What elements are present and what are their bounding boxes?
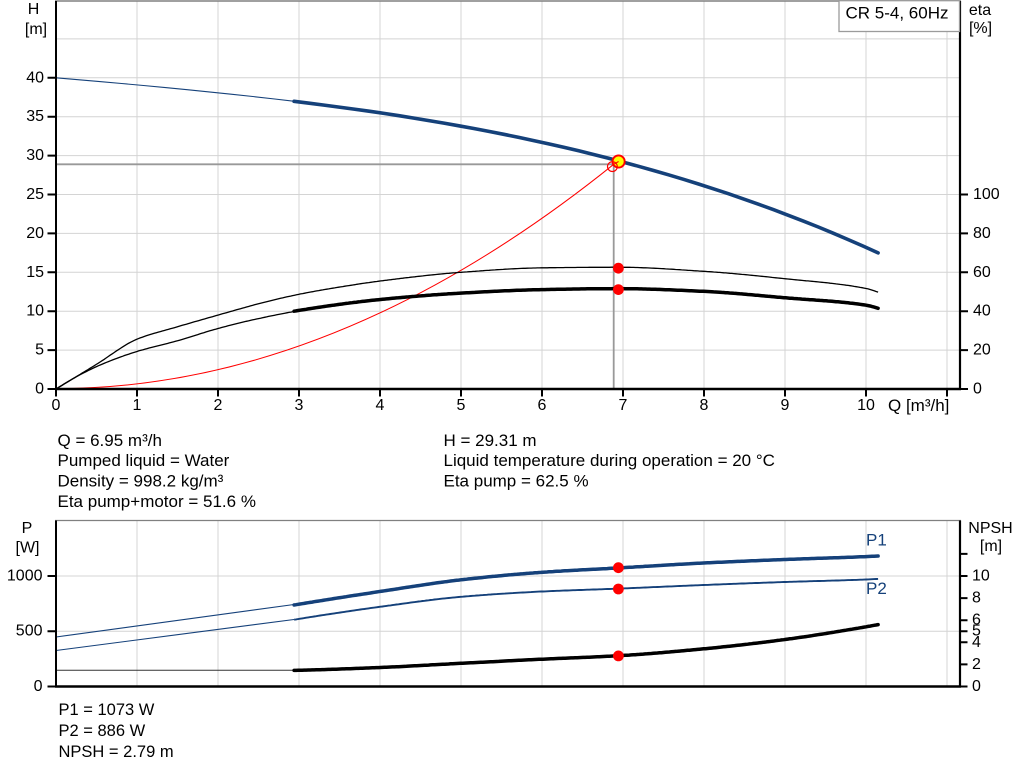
svg-text:P: P <box>22 520 33 537</box>
svg-text:8: 8 <box>700 397 709 414</box>
svg-text:15: 15 <box>26 264 44 281</box>
svg-text:4: 4 <box>376 397 385 414</box>
svg-text:8: 8 <box>972 590 981 607</box>
svg-text:20: 20 <box>973 342 991 359</box>
svg-text:10: 10 <box>857 397 875 414</box>
svg-text:P2: P2 <box>866 579 887 598</box>
svg-text:5: 5 <box>972 623 981 640</box>
svg-text:Eta pump = 62.5 %: Eta pump = 62.5 % <box>444 472 589 491</box>
svg-text:P2 = 886 W: P2 = 886 W <box>59 722 146 740</box>
svg-text:6: 6 <box>538 397 547 414</box>
svg-text:NPSH = 2.79 m: NPSH = 2.79 m <box>59 743 174 761</box>
svg-text:20: 20 <box>26 225 44 242</box>
svg-text:4: 4 <box>972 634 981 651</box>
svg-text:0: 0 <box>972 678 981 695</box>
svg-text:CR 5-4, 60Hz: CR 5-4, 60Hz <box>846 4 949 23</box>
svg-text:10: 10 <box>972 568 990 585</box>
svg-text:Q [m³/h]: Q [m³/h] <box>888 396 949 415</box>
svg-text:Density = 998.2 kg/m³: Density = 998.2 kg/m³ <box>58 472 224 491</box>
svg-text:0: 0 <box>973 381 982 398</box>
svg-text:1000: 1000 <box>7 568 43 585</box>
svg-text:H = 29.31 m: H = 29.31 m <box>444 431 537 450</box>
svg-text:[W]: [W] <box>16 540 40 557</box>
svg-text:80: 80 <box>973 225 991 242</box>
svg-text:35: 35 <box>26 108 44 125</box>
svg-text:Pumped liquid = Water: Pumped liquid = Water <box>58 451 230 470</box>
svg-text:40: 40 <box>26 69 44 86</box>
svg-text:60: 60 <box>973 264 991 281</box>
svg-text:6: 6 <box>972 612 981 629</box>
svg-text:500: 500 <box>16 623 43 640</box>
svg-text:[m]: [m] <box>25 21 47 38</box>
svg-text:9: 9 <box>781 397 790 414</box>
svg-text:40: 40 <box>973 303 991 320</box>
svg-text:eta: eta <box>969 2 991 19</box>
svg-text:7: 7 <box>619 397 628 414</box>
svg-text:100: 100 <box>973 186 1000 203</box>
svg-text:0: 0 <box>34 678 43 695</box>
svg-text:P1: P1 <box>866 531 887 550</box>
svg-text:5: 5 <box>457 397 466 414</box>
svg-text:H: H <box>28 1 40 18</box>
svg-text:0: 0 <box>35 381 44 398</box>
svg-text:30: 30 <box>26 147 44 164</box>
svg-text:0: 0 <box>52 397 61 414</box>
svg-text:[m]: [m] <box>980 538 1002 555</box>
svg-text:[%]: [%] <box>969 20 992 37</box>
svg-text:NPSH: NPSH <box>968 520 1012 537</box>
svg-text:1: 1 <box>133 397 142 414</box>
svg-text:3: 3 <box>295 397 304 414</box>
svg-text:Eta pump+motor = 51.6 %: Eta pump+motor = 51.6 % <box>58 492 256 511</box>
svg-text:Q = 6.95 m³/h: Q = 6.95 m³/h <box>58 431 162 450</box>
svg-text:5: 5 <box>35 342 44 359</box>
svg-text:P1 = 1073 W: P1 = 1073 W <box>59 701 155 719</box>
svg-text:2: 2 <box>214 397 223 414</box>
svg-text:Liquid temperature during oper: Liquid temperature during operation = 20… <box>444 451 775 470</box>
svg-text:25: 25 <box>26 186 44 203</box>
svg-text:10: 10 <box>26 303 44 320</box>
svg-text:2: 2 <box>972 656 981 673</box>
